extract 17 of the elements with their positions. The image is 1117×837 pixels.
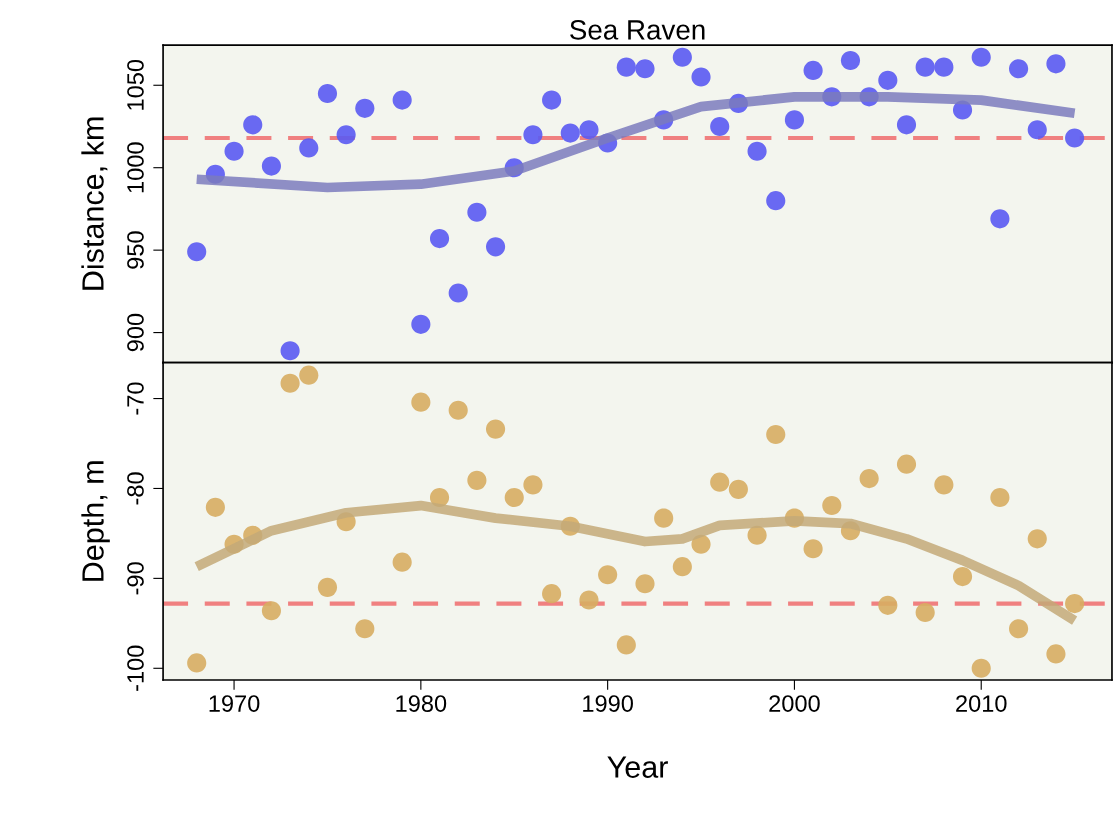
x-tick-label: 1970 — [209, 695, 260, 712]
y-tick-label: 1050 — [127, 59, 144, 110]
chart-title: Sea Raven — [570, 20, 705, 40]
x-tick-label: 2000 — [769, 695, 820, 712]
y-axis-title: Distance, km — [81, 117, 108, 290]
x-axis-title: Year — [607, 756, 668, 778]
y-tick-label: 950 — [127, 231, 144, 269]
y-tick-label: 1000 — [127, 142, 144, 193]
y-tick-label: -70 — [127, 382, 144, 415]
y-tick-label: -80 — [127, 472, 144, 505]
y-tick-label: -100 — [127, 645, 144, 691]
y-tick-label: -90 — [127, 562, 144, 595]
x-tick-label: 2010 — [956, 695, 1007, 712]
y-axis-title: Depth, m — [81, 461, 110, 581]
x-tick-label: 1980 — [396, 695, 447, 712]
x-tick-label: 1990 — [583, 695, 633, 712]
y-tick-label: 900 — [127, 313, 144, 352]
